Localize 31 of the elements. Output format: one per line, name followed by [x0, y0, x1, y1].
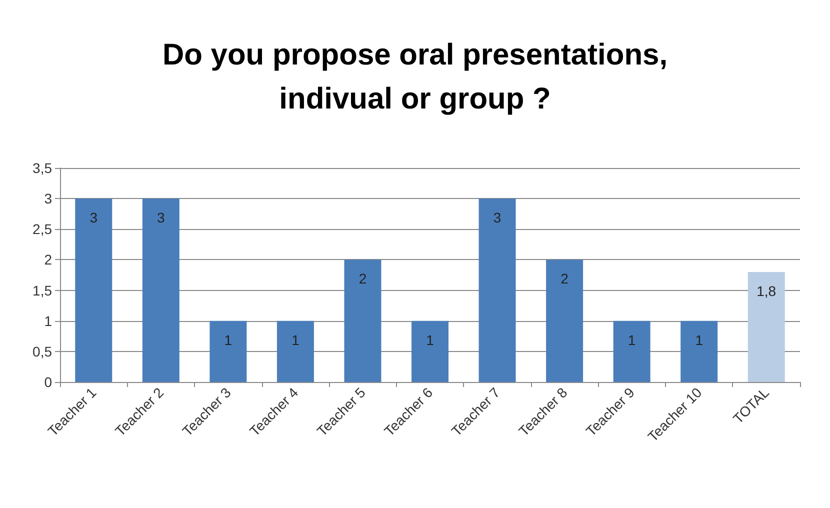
bar [412, 320, 448, 382]
y-tick-label: 0 [44, 374, 52, 390]
y-tick-label: 2 [44, 252, 52, 268]
bar [210, 320, 247, 382]
data-label: 1,8 [756, 282, 776, 299]
data-label: 1 [628, 332, 636, 348]
bar [276, 320, 314, 382]
bar [748, 272, 785, 382]
data-label: 3 [90, 210, 98, 226]
bar [680, 320, 718, 382]
data-label: 2 [560, 270, 569, 287]
bar [478, 198, 516, 382]
y-tick-label: 0,5 [32, 343, 52, 360]
bar [142, 198, 180, 382]
data-label: 3 [493, 210, 502, 226]
data-label: 1 [426, 332, 434, 348]
y-tick-label: 1,5 [32, 282, 52, 298]
y-tick-label: 1 [44, 312, 52, 329]
chart-title: Do you propose oral presentations, indivual or group ? [162, 38, 668, 116]
data-label: 1 [224, 332, 232, 348]
data-label: 3 [157, 210, 166, 226]
bar [75, 198, 112, 382]
bar [344, 260, 382, 382]
y-tick-label: 3,5 [32, 160, 52, 176]
y-tick-label: 3 [44, 190, 52, 207]
bar [546, 260, 584, 382]
data-label: 2 [358, 270, 367, 287]
y-tick-label: 2,5 [32, 221, 52, 238]
data-label: 1 [292, 332, 300, 348]
data-label: 1 [695, 332, 704, 348]
bar [613, 320, 650, 382]
